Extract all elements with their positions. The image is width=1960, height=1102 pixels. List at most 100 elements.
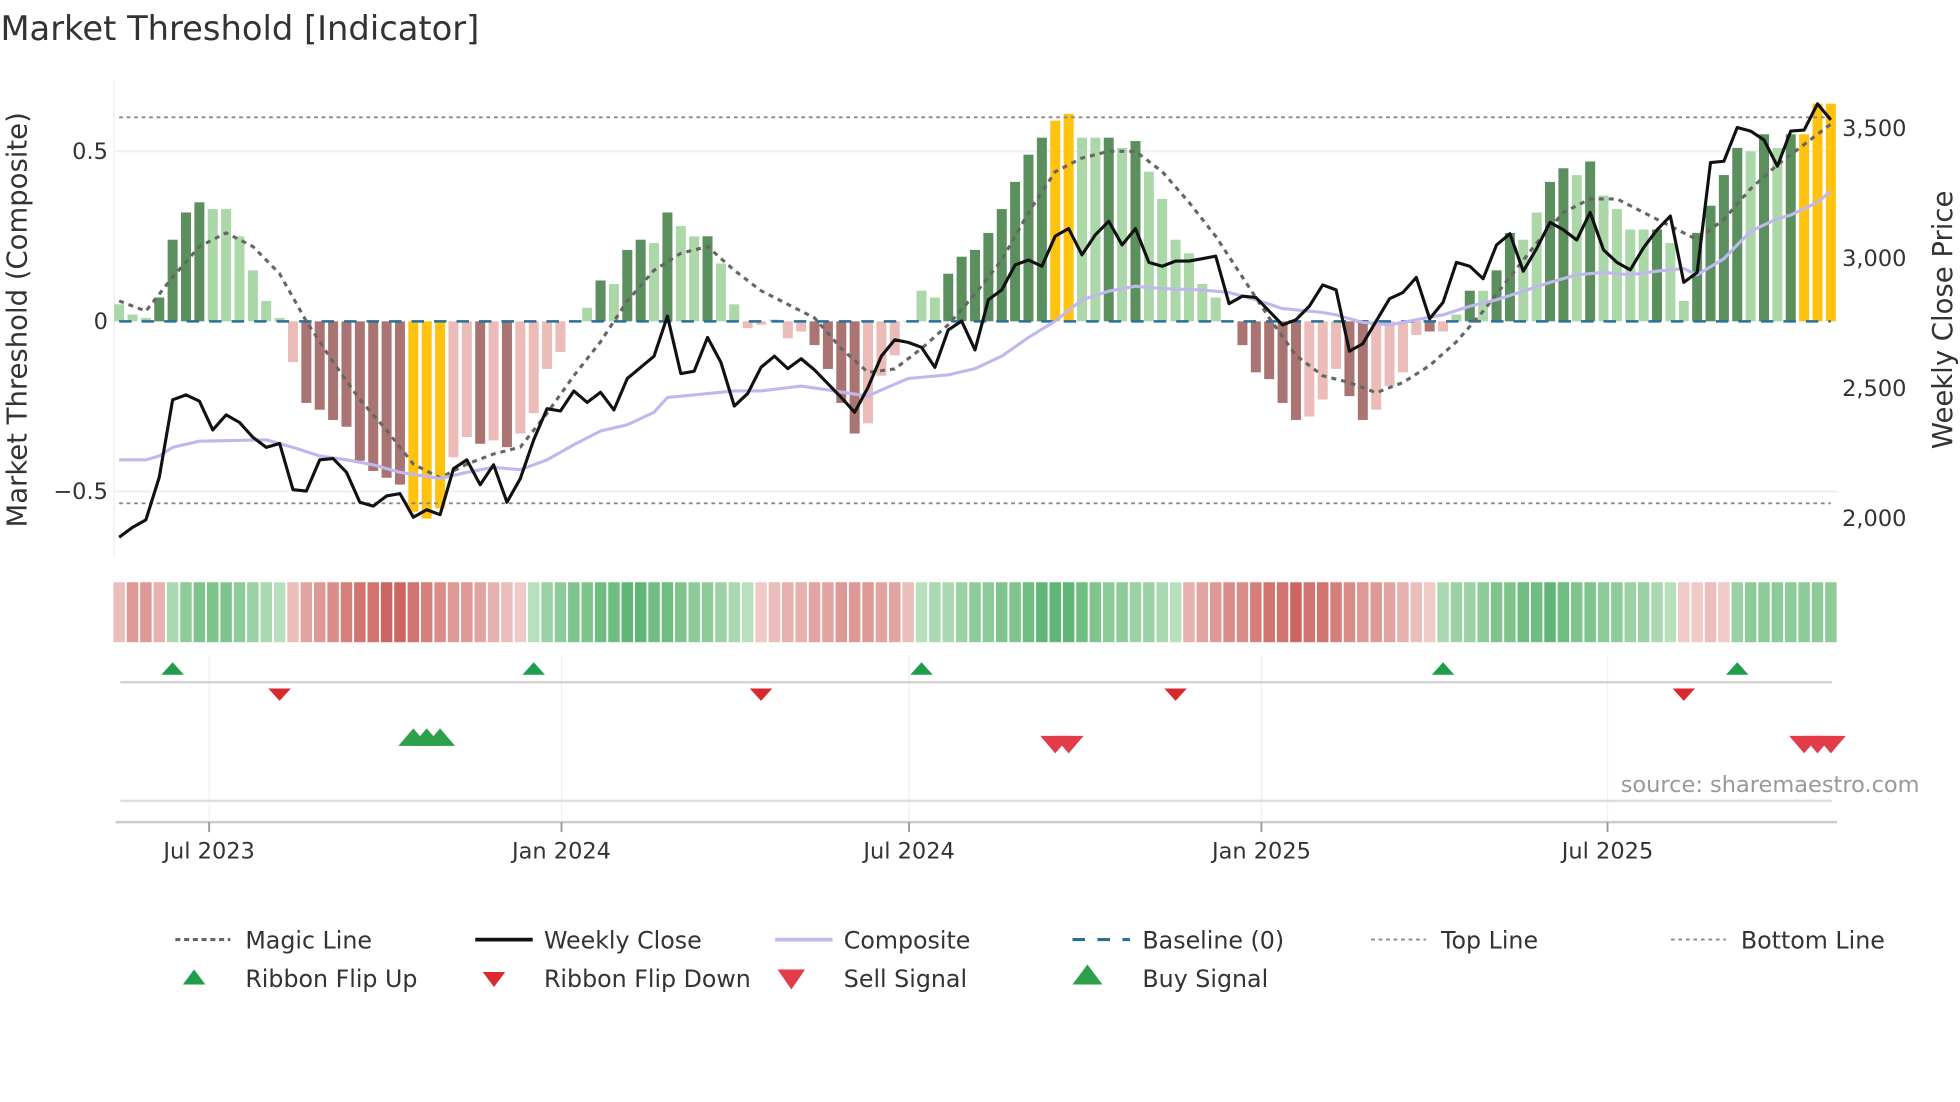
composite-bar	[1611, 209, 1622, 322]
ribbon-cell	[621, 582, 634, 643]
composite-bar	[1598, 195, 1609, 322]
source-note: source: sharemaestro.com	[1621, 772, 1920, 798]
composite-bar	[1183, 253, 1194, 322]
ribbon-cell	[367, 582, 379, 643]
composite-bar	[595, 280, 606, 322]
ribbon-cell	[1651, 582, 1663, 643]
ribbon-flip-up-marker	[910, 662, 933, 675]
composite-bar	[328, 321, 339, 420]
ribbon-cell	[1611, 582, 1623, 643]
ribbon-cell	[1076, 582, 1088, 643]
ribbon-cell	[1704, 582, 1717, 643]
ribbon-cell	[889, 582, 901, 643]
composite-bar	[715, 263, 726, 322]
composite-bar	[1411, 321, 1422, 335]
right-tick-label: 3,500	[1842, 116, 1906, 142]
composite-bar	[1010, 181, 1021, 322]
composite-bar	[207, 209, 218, 322]
ribbon-cell	[1678, 582, 1690, 643]
ribbon-cell	[996, 582, 1008, 643]
ribbon-cell	[581, 582, 593, 643]
right-tick-label: 3,000	[1842, 246, 1906, 272]
legend-item-baseline: Baseline (0)	[1072, 926, 1284, 954]
composite-bar	[501, 321, 512, 448]
ribbon-cell	[675, 582, 687, 643]
ribbon-cell	[1584, 582, 1596, 643]
composite-bar	[1117, 147, 1128, 322]
ribbon-cell	[969, 582, 981, 643]
composite-bar	[127, 314, 138, 322]
composite-bar	[943, 273, 954, 322]
ribbon-cell	[634, 582, 647, 643]
ribbon-cell	[1343, 582, 1356, 643]
ribbon-cell	[661, 582, 674, 643]
ribbon-cell	[1771, 582, 1784, 643]
ribbon-cell	[1571, 582, 1583, 643]
composite-bar	[114, 304, 125, 322]
composite-bar	[1812, 103, 1823, 322]
legend-item-magic: Magic Line	[175, 926, 372, 954]
ribbon-cell	[140, 582, 152, 643]
composite-bar	[1571, 175, 1582, 322]
ribbon-cell	[1196, 582, 1209, 643]
ribbon-cell	[113, 582, 125, 643]
series-lines	[118, 102, 1833, 539]
composite-bar	[154, 297, 165, 322]
ribbon-cell	[942, 582, 955, 643]
composite-bar	[1143, 171, 1154, 322]
ribbon-cell	[1209, 582, 1222, 643]
ribbon-cell	[420, 582, 433, 643]
composite-bar	[970, 249, 980, 322]
signal-markers	[120, 662, 1846, 803]
ribbon-cell	[1784, 582, 1797, 643]
ribbon-cell	[594, 582, 607, 643]
ribbon-cell	[1102, 582, 1115, 643]
ribbon-cell	[126, 582, 139, 643]
composite-bar	[1090, 137, 1101, 322]
ribbon-cell	[1250, 582, 1262, 643]
composite-bar	[702, 236, 713, 322]
ribbon-flip-up-marker	[161, 662, 184, 675]
composite-bar	[1264, 321, 1275, 380]
composite-bar	[1785, 134, 1796, 322]
ribbon-cell	[1223, 582, 1235, 643]
composite-bar	[1344, 321, 1355, 397]
weekly-close-line	[118, 102, 1833, 539]
ribbon-cell	[166, 582, 179, 643]
ribbon-cell	[1263, 582, 1275, 643]
composite-bar	[1250, 321, 1261, 373]
composite-bar	[1317, 321, 1328, 400]
composite-bar	[782, 321, 793, 339]
composite-bar	[287, 321, 298, 363]
ribbon-flip-down-marker	[1672, 688, 1696, 701]
ribbon-cell	[1450, 582, 1463, 643]
ribbon-cell	[688, 582, 700, 643]
composite-bar	[341, 321, 352, 427]
x-tick-label: Jul 2024	[861, 838, 954, 864]
composite-bar	[247, 270, 258, 322]
composite-bar	[528, 321, 539, 414]
composite-line	[119, 189, 1832, 481]
composite-bar	[408, 321, 419, 512]
ribbon-cell	[1464, 582, 1476, 643]
ribbon-cell	[1236, 582, 1249, 643]
left-tick-label: 0.5	[72, 139, 108, 165]
ribbon-cell	[1062, 582, 1075, 643]
ribbon-cell	[474, 582, 486, 643]
composite-bar	[876, 321, 887, 376]
ribbon-cell	[955, 582, 968, 643]
composite-bar	[194, 202, 205, 322]
ribbon-cell	[1410, 582, 1423, 643]
ribbon-flip-down-marker	[1164, 688, 1187, 701]
ribbon-cell	[1825, 582, 1837, 643]
composite-bar	[488, 321, 499, 441]
ribbon-cell	[233, 582, 246, 643]
composite-bar	[448, 321, 459, 458]
ribbon-cell	[1490, 582, 1503, 643]
ribbon-cell	[501, 582, 513, 643]
ribbon-cell	[1557, 582, 1570, 643]
composite-bar	[1665, 243, 1676, 322]
ribbon-cell	[822, 582, 834, 643]
composite-bar	[167, 239, 178, 322]
composite-bar	[1451, 314, 1462, 322]
